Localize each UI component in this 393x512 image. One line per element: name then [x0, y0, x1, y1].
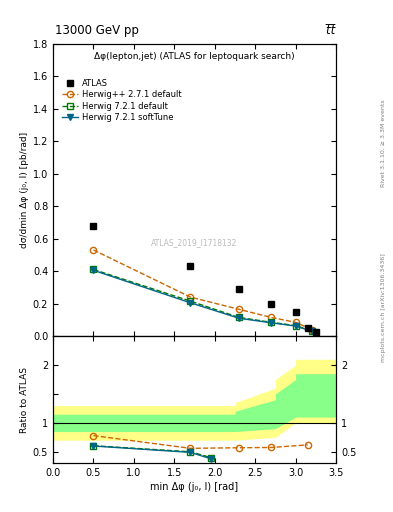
Text: Δφ(lepton,jet) (ATLAS for leptoquark search): Δφ(lepton,jet) (ATLAS for leptoquark sea…	[94, 52, 295, 61]
Legend: ATLAS, Herwig++ 2.7.1 default, Herwig 7.2.1 default, Herwig 7.2.1 softTune: ATLAS, Herwig++ 2.7.1 default, Herwig 7.…	[60, 77, 183, 124]
Y-axis label: dσ/dmin Δφ (j₀, l) [pb/rad]: dσ/dmin Δφ (j₀, l) [pb/rad]	[20, 132, 29, 248]
ATLAS	[237, 286, 241, 292]
Herwig 7.2.1 default	[237, 314, 241, 321]
Herwig 7.2.1 softTune	[269, 319, 274, 326]
Herwig 7.2.1 default	[91, 266, 96, 272]
Text: t̅t̅: t̅t̅	[327, 24, 336, 37]
Herwig++ 2.7.1 default	[237, 306, 241, 312]
ATLAS	[314, 329, 318, 335]
Line: Herwig 7.2.1 softTune: Herwig 7.2.1 softTune	[90, 267, 315, 334]
Herwig++ 2.7.1 default	[269, 314, 274, 321]
ATLAS	[91, 223, 96, 229]
Herwig 7.2.1 softTune	[293, 323, 298, 329]
Text: mcplots.cern.ch [arXiv:1306.3436]: mcplots.cern.ch [arXiv:1306.3436]	[381, 253, 386, 361]
Herwig++ 2.7.1 default	[293, 319, 298, 326]
Herwig 7.2.1 softTune	[91, 267, 96, 273]
Text: 13000 GeV pp: 13000 GeV pp	[55, 24, 139, 37]
ATLAS	[305, 325, 310, 331]
Y-axis label: Ratio to ATLAS: Ratio to ATLAS	[20, 367, 29, 433]
Herwig 7.2.1 default	[188, 298, 193, 304]
Herwig 7.2.1 default	[309, 328, 314, 334]
Herwig 7.2.1 softTune	[188, 300, 193, 306]
Text: ATLAS_2019_I1718132: ATLAS_2019_I1718132	[151, 238, 238, 247]
X-axis label: min Δφ (j₀, l) [rad]: min Δφ (j₀, l) [rad]	[151, 482, 239, 493]
Herwig 7.2.1 default	[269, 319, 274, 326]
Herwig 7.2.1 default	[293, 323, 298, 329]
Herwig 7.2.1 softTune	[309, 328, 314, 334]
Herwig++ 2.7.1 default	[309, 327, 314, 333]
Herwig++ 2.7.1 default	[91, 247, 96, 253]
Herwig 7.2.1 softTune	[237, 315, 241, 322]
Text: Rivet 3.1.10, ≥ 3.3M events: Rivet 3.1.10, ≥ 3.3M events	[381, 99, 386, 187]
ATLAS	[293, 309, 298, 315]
ATLAS	[188, 263, 193, 269]
Line: Herwig 7.2.1 default: Herwig 7.2.1 default	[90, 266, 315, 334]
Line: Herwig++ 2.7.1 default: Herwig++ 2.7.1 default	[90, 247, 315, 333]
ATLAS	[269, 301, 274, 307]
Line: ATLAS: ATLAS	[90, 223, 319, 335]
Herwig++ 2.7.1 default	[188, 294, 193, 300]
